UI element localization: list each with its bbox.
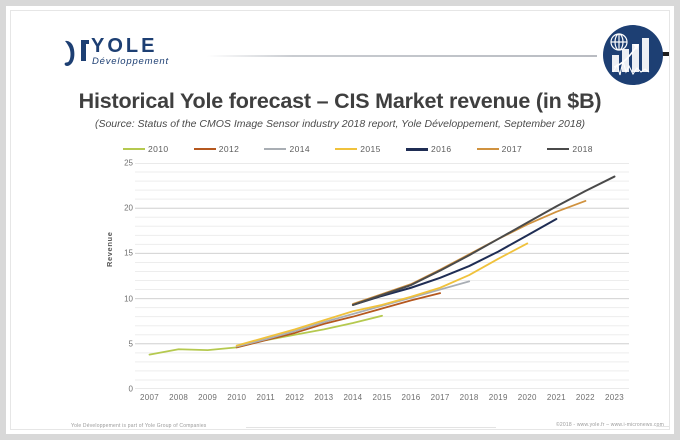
x-axis-tick-label: 2012 bbox=[285, 393, 305, 402]
page-subtitle: (Source: Status of the CMOS Image Sensor… bbox=[94, 118, 586, 130]
x-axis-tick-label: 2014 bbox=[343, 393, 363, 402]
legend-label: 2018 bbox=[572, 144, 593, 154]
line-chart: Revenue 0 5 10 15 20 25 2007 2008 2009 2010 2011 2… bbox=[105, 159, 629, 413]
legend-swatch-icon bbox=[547, 148, 570, 150]
footer-divider bbox=[246, 427, 496, 428]
y-axis-tick-label: 10 bbox=[124, 294, 133, 304]
logo-secondary-text: Développement bbox=[92, 56, 169, 67]
series-line-2016 bbox=[351, 218, 558, 306]
x-axis-tick-label: 2021 bbox=[546, 393, 566, 402]
footer-divider-accent bbox=[656, 426, 669, 427]
legend-swatch-icon bbox=[123, 147, 145, 151]
header-divider bbox=[207, 55, 597, 57]
legend-item[interactable]: 2017 bbox=[476, 144, 523, 154]
plot-area bbox=[135, 163, 629, 389]
legend-label: 2012 bbox=[218, 144, 240, 154]
y-axis-tick-label: 15 bbox=[124, 248, 133, 258]
x-axis-tick-label: 2010 bbox=[227, 393, 247, 402]
x-axis-tick-label: 2008 bbox=[169, 393, 189, 402]
legend-item[interactable]: 2018 bbox=[547, 144, 593, 154]
series-line-2018 bbox=[351, 175, 616, 306]
y-axis-tick-label: 20 bbox=[124, 203, 133, 213]
market-analysis-badge-icon bbox=[603, 25, 663, 85]
x-axis-tick-label: 2023 bbox=[604, 393, 624, 402]
x-axis-tick-label: 2019 bbox=[488, 393, 508, 402]
x-axis-tick-label: 2018 bbox=[459, 393, 479, 402]
series-line-2017 bbox=[352, 200, 587, 305]
x-axis-tick-label: 2013 bbox=[314, 393, 334, 402]
x-axis-tick-label: 2022 bbox=[575, 393, 595, 402]
x-axis-tick-label: 2011 bbox=[256, 393, 275, 402]
legend-swatch-icon bbox=[405, 147, 428, 151]
logo-primary-text: YOLE bbox=[91, 35, 157, 57]
series-line-2015 bbox=[235, 242, 529, 347]
page-title: Historical Yole forecast – CIS Market re… bbox=[78, 89, 602, 113]
legend-swatch-icon bbox=[264, 147, 287, 151]
legend-item[interactable]: 2016 bbox=[405, 144, 452, 154]
series-line-2012 bbox=[235, 292, 442, 349]
x-axis-tick-label: 2009 bbox=[198, 393, 218, 402]
x-axis-tick-label: 2017 bbox=[430, 393, 450, 402]
x-axis-tick-label: 2015 bbox=[372, 393, 392, 402]
legend-label: 2015 bbox=[360, 144, 381, 154]
legend-item[interactable]: 2012 bbox=[193, 144, 240, 154]
legend-swatch-icon bbox=[193, 147, 216, 151]
legend-label: 2014 bbox=[289, 144, 310, 154]
slide-canvas: YOLE Développement bbox=[10, 10, 670, 430]
y-axis-tick-label: 5 bbox=[128, 339, 133, 349]
legend-label: 2010 bbox=[148, 144, 169, 154]
footer-right-text: ©2018 - www.yole.fr – www.i-micronews.co… bbox=[556, 422, 665, 428]
x-axis-ticks: 2007 2008 2009 2010 2011 2012 2013 2014 2015 2016… bbox=[135, 393, 629, 407]
x-axis-tick-label: 2007 bbox=[140, 393, 160, 402]
legend-item[interactable]: 2010 bbox=[123, 144, 169, 154]
legend-item[interactable]: 2014 bbox=[264, 144, 310, 154]
legend-swatch-icon bbox=[476, 147, 499, 151]
chart-legend: 2010 2012 2014 2015 2016 2017 bbox=[123, 142, 593, 156]
footer-left-text: Yole Développement is part of Yole Group… bbox=[71, 423, 207, 429]
legend-label: 2017 bbox=[501, 144, 523, 154]
x-axis-tick-label: 2016 bbox=[401, 393, 421, 402]
legend-item[interactable]: 2015 bbox=[335, 144, 381, 154]
series-line-2014 bbox=[235, 280, 471, 348]
y-axis-tick-label: 0 bbox=[128, 384, 133, 394]
y-axis-tick-label: 25 bbox=[124, 158, 133, 168]
legend-swatch-icon bbox=[335, 147, 358, 151]
x-axis-tick-label: 2020 bbox=[517, 393, 537, 402]
legend-label: 2016 bbox=[430, 144, 452, 154]
yole-logo: YOLE Développement bbox=[59, 27, 239, 73]
